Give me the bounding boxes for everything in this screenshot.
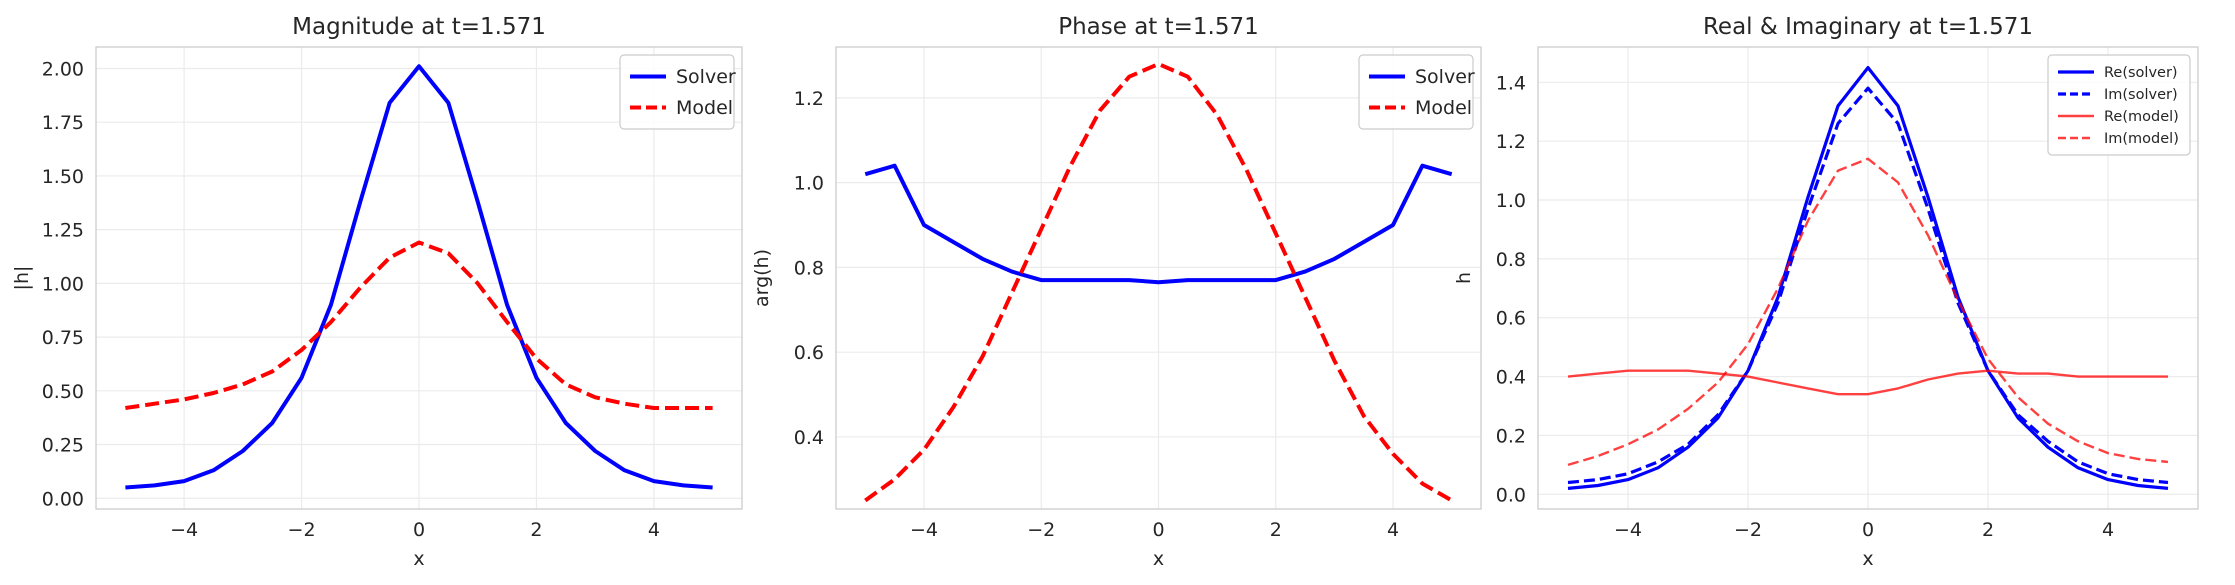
y-tick-label: 0.8 <box>1496 249 1526 271</box>
x-axis-label: x <box>1862 548 1873 570</box>
x-axis-label: x <box>1153 548 1164 570</box>
series-line-re-solver- <box>1567 65 2169 490</box>
y-tick-label: 0.8 <box>794 257 824 279</box>
y-tick-label: 0.4 <box>1496 367 1526 389</box>
y-tick-label: 0.0 <box>1496 484 1526 506</box>
x-tick-label: −4 <box>1614 519 1642 541</box>
legend-box <box>1358 54 1474 130</box>
legend-label: Model <box>1415 97 1472 119</box>
y-tick-label: 0.00 <box>42 488 84 510</box>
legend-box <box>2047 54 2191 156</box>
subplot-3: −4 −2 0 2 4 0.0 0.2 0.4 0.6 0.8 1.0 1.2 1.4 Real & Im… <box>1453 14 2199 570</box>
y-tick-label: 1.00 <box>42 273 84 295</box>
series-group <box>125 64 713 490</box>
y-tick-label: 0.75 <box>42 327 84 349</box>
subplot-1: −4 −2 0 2 4 0.00 0.25 0.50 0.75 1.00 1.25 1.50 1.75 2… <box>11 14 743 570</box>
y-axis-label: |h| <box>11 266 33 291</box>
y-tick-label: 0.6 <box>794 342 824 364</box>
legend-box <box>619 54 735 130</box>
series-group <box>1567 65 2169 490</box>
series-line-im-solver- <box>1567 86 2169 485</box>
legend-label: Model <box>676 97 733 119</box>
series-line-solver <box>864 163 1453 285</box>
x-tick-label: −4 <box>170 519 198 541</box>
x-tick-label: 4 <box>1387 519 1399 541</box>
series-line-model <box>864 62 1453 503</box>
chart-title: Phase at t=1.571 <box>1058 14 1259 40</box>
chart-title: Real & Imaginary at t=1.571 <box>1703 14 2033 40</box>
y-tick-label: 1.25 <box>42 220 84 242</box>
legend: Solver Model <box>619 54 736 130</box>
x-tick-label: 0 <box>1862 519 1874 541</box>
y-tick-label: 0.50 <box>42 381 84 403</box>
series-line-re-model- <box>1567 369 2168 396</box>
legend-label: Re(model) <box>2104 109 2179 125</box>
y-tick-label: 1.2 <box>794 88 824 110</box>
x-tick-label: 0 <box>413 519 425 541</box>
y-tick-label: 0.6 <box>1496 308 1526 330</box>
y-tick-label: 0.4 <box>794 427 824 449</box>
series-group <box>864 62 1453 503</box>
series-line-model <box>125 240 713 410</box>
axes-frame <box>1537 46 2199 510</box>
x-tick-label: −2 <box>288 519 316 541</box>
y-axis-label: arg(h) <box>751 249 773 307</box>
legend: Re(solver) Im(solver) Re(model) Im(model) <box>2047 54 2191 156</box>
axes-frame <box>95 46 743 510</box>
x-axis-label: x <box>413 548 424 570</box>
x-tick-label: −2 <box>1734 519 1762 541</box>
x-tick-label: −2 <box>1027 519 1055 541</box>
y-tick-label: 1.4 <box>1496 72 1526 94</box>
axes-frame <box>835 46 1482 510</box>
series-line-im-model- <box>1567 157 2169 467</box>
y-axis-label: h <box>1453 272 1475 284</box>
legend-label: Im(solver) <box>2104 87 2178 103</box>
legend-label: Solver <box>1415 66 1475 88</box>
y-tick-label: 1.2 <box>1496 131 1526 153</box>
legend-label: Im(model) <box>2104 131 2179 147</box>
y-tick-label: 0.2 <box>1496 425 1526 447</box>
y-tick-label: 1.75 <box>42 112 84 134</box>
y-tick-label: 0.25 <box>42 435 84 457</box>
y-tick-label: 1.0 <box>1496 190 1526 212</box>
chart-title: Magnitude at t=1.571 <box>292 14 546 40</box>
x-tick-label: 0 <box>1152 519 1164 541</box>
x-tick-label: 2 <box>1982 519 1994 541</box>
legend: Solver Model <box>1358 54 1475 130</box>
series-line-solver <box>125 64 713 490</box>
x-tick-label: −4 <box>910 519 938 541</box>
x-tick-label: 4 <box>2102 519 2114 541</box>
x-tick-label: 2 <box>1270 519 1282 541</box>
y-tick-label: 1.0 <box>794 173 824 195</box>
y-tick-label: 2.00 <box>42 58 84 80</box>
x-tick-label: 4 <box>648 519 660 541</box>
x-tick-label: 2 <box>530 519 542 541</box>
subplot-2: −4 −2 0 2 4 0.4 0.6 0.8 1.0 1.2 Phase at t=1.571 x a… <box>751 14 1482 570</box>
legend-label: Solver <box>676 66 736 88</box>
y-tick-label: 1.50 <box>42 166 84 188</box>
legend-label: Re(solver) <box>2104 65 2178 81</box>
